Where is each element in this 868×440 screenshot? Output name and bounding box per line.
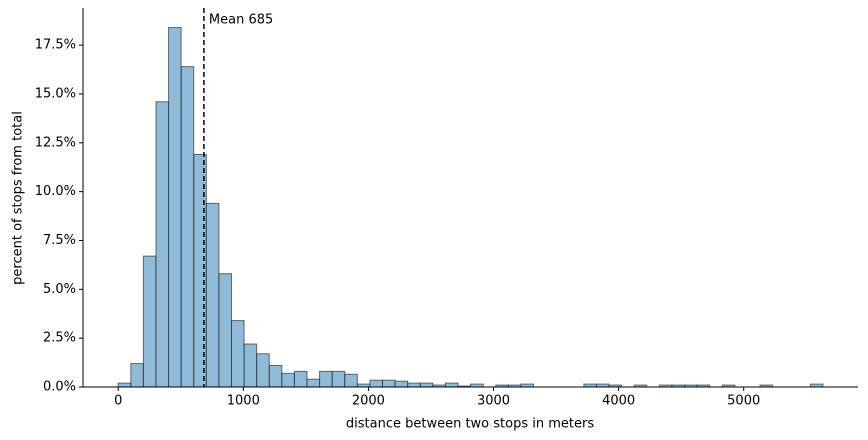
bar bbox=[155, 101, 170, 388]
bar bbox=[205, 202, 220, 388]
bar bbox=[218, 273, 232, 388]
x-tick-label: 4000 bbox=[602, 394, 635, 409]
bar bbox=[268, 365, 283, 388]
bar bbox=[444, 382, 459, 388]
y-tick-label: 5.0% bbox=[43, 282, 76, 297]
y-tick-label: 12.5% bbox=[35, 135, 76, 150]
bar bbox=[369, 379, 384, 388]
y-tick-label: 7.5% bbox=[43, 233, 76, 248]
bar bbox=[168, 27, 182, 388]
bar bbox=[394, 380, 409, 388]
y-tick-label: 2.5% bbox=[43, 331, 76, 346]
y-tick-label: 15.0% bbox=[35, 86, 76, 101]
bar bbox=[281, 372, 295, 388]
bar bbox=[230, 320, 245, 388]
bar bbox=[180, 66, 195, 388]
x-tick-label: 5000 bbox=[727, 394, 760, 409]
y-tick-label: 10.0% bbox=[35, 184, 76, 199]
x-tick-label: 3000 bbox=[477, 394, 510, 409]
mean-label: Mean 685 bbox=[209, 13, 273, 28]
x-tick-label: 1000 bbox=[227, 394, 260, 409]
bar bbox=[382, 379, 396, 388]
y-axis-label: percent of stops from total bbox=[11, 111, 26, 285]
x-tick-label: 2000 bbox=[352, 394, 385, 409]
bar bbox=[407, 382, 421, 388]
bar bbox=[306, 378, 321, 388]
bar bbox=[419, 382, 434, 388]
bar bbox=[117, 382, 132, 388]
bar bbox=[331, 370, 346, 388]
bar bbox=[243, 343, 258, 388]
bar bbox=[142, 255, 157, 388]
bar bbox=[344, 373, 358, 388]
x-axis-label: distance between two stops in meters bbox=[346, 417, 594, 432]
bar bbox=[319, 370, 333, 388]
x-tick-label: 0 bbox=[114, 394, 122, 409]
bar bbox=[293, 370, 308, 388]
bar bbox=[256, 353, 270, 388]
bar bbox=[130, 363, 144, 388]
y-tick-label: 0.0% bbox=[43, 380, 76, 395]
y-tick-label: 17.5% bbox=[35, 38, 76, 53]
